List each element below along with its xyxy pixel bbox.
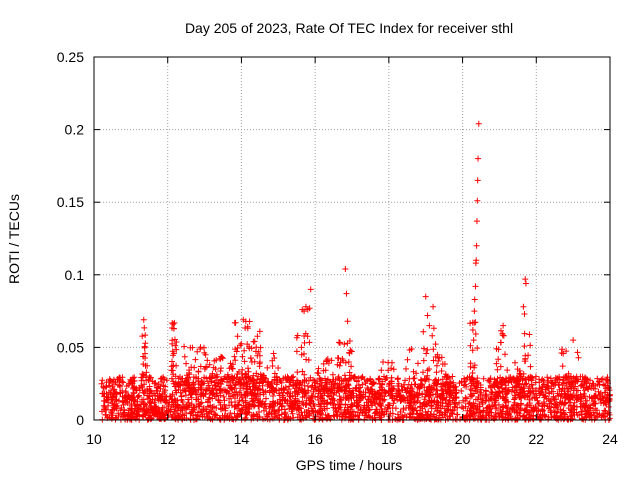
data-point	[343, 290, 350, 297]
data-point	[474, 177, 481, 184]
data-point-cloud	[98, 318, 613, 423]
x-tick-label: 24	[602, 431, 618, 447]
y-tick-label: 0.15	[57, 194, 84, 210]
x-tick-label: 20	[455, 431, 471, 447]
axis-ticks: 10 12 14 16 18 20 22 24 0 0.05 0.1 0.15 0.2 0.25	[57, 49, 618, 447]
data-point	[522, 276, 529, 283]
data-point	[256, 328, 263, 335]
data-point	[570, 337, 577, 344]
data-point	[500, 332, 507, 339]
data-point	[500, 322, 507, 329]
data-point	[471, 296, 478, 303]
data-point	[520, 303, 527, 310]
x-tick-label: 14	[234, 431, 250, 447]
data-point	[306, 305, 313, 312]
data-point	[424, 312, 431, 319]
data-point	[474, 197, 481, 204]
y-tick-label: 0.2	[65, 122, 85, 138]
data-point	[430, 303, 437, 310]
data-points	[98, 120, 613, 423]
data-point	[472, 283, 479, 290]
data-point	[473, 218, 480, 225]
plot-frame	[93, 56, 611, 421]
x-tick-label: 18	[381, 431, 397, 447]
data-point	[521, 311, 528, 318]
data-point	[473, 242, 480, 249]
data-point	[344, 318, 351, 325]
x-tick-label: 12	[160, 431, 176, 447]
data-point	[240, 316, 247, 323]
y-axis-label: ROTI / TECUs	[6, 194, 22, 284]
data-point	[301, 308, 308, 315]
y-tick-label: 0.25	[57, 49, 84, 65]
data-point	[473, 257, 480, 264]
x-tick-label: 22	[528, 431, 544, 447]
y-tick-label: 0.1	[65, 267, 85, 283]
data-point	[422, 293, 429, 300]
y-tick-label: 0.05	[57, 339, 84, 355]
data-point	[342, 265, 349, 272]
data-point	[471, 308, 478, 315]
x-tick-label: 16	[307, 431, 323, 447]
data-point	[470, 337, 477, 344]
data-point	[522, 280, 529, 287]
data-point	[307, 286, 314, 293]
data-point	[475, 155, 482, 162]
data-point	[426, 322, 433, 329]
y-tick-label: 0	[76, 412, 84, 428]
x-tick-label: 10	[86, 431, 102, 447]
x-axis-label: GPS time / hours	[296, 457, 403, 473]
data-point	[170, 321, 177, 328]
chart-title: Day 205 of 2023, Rate Of TEC Index for r…	[185, 20, 513, 36]
data-point	[140, 316, 147, 323]
data-point	[469, 326, 476, 333]
data-point	[475, 120, 482, 127]
